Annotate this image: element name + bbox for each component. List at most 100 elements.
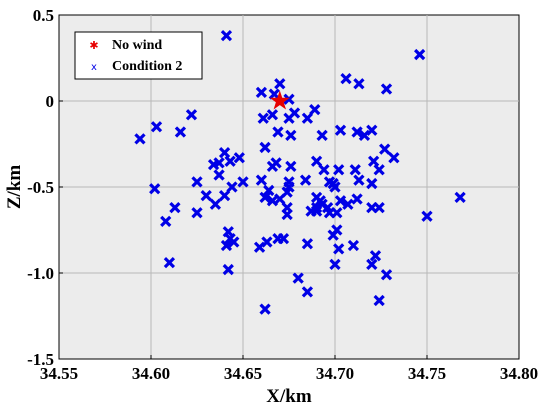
data-point-condition-2 xyxy=(340,73,352,85)
data-marks xyxy=(134,30,466,315)
data-point-condition-2 xyxy=(150,121,163,133)
data-point-condition-2 xyxy=(185,109,198,121)
x-tick-label: 34.65 xyxy=(224,364,262,383)
data-point-condition-2 xyxy=(209,198,222,210)
data-point-condition-2 xyxy=(380,83,393,95)
data-point-condition-2 xyxy=(163,257,176,269)
data-point-condition-2 xyxy=(224,155,236,167)
data-point-condition-2 xyxy=(160,215,172,228)
data-point-condition-2 xyxy=(309,103,321,116)
y-tick-label: -1.0 xyxy=(27,264,54,283)
data-point-condition-2 xyxy=(331,207,343,219)
data-point-condition-2 xyxy=(169,202,181,214)
data-point-condition-2 xyxy=(266,109,279,121)
data-point-condition-2 xyxy=(368,155,380,167)
data-point-condition-2 xyxy=(270,157,282,169)
data-point-condition-2 xyxy=(218,189,231,202)
data-point-condition-2 xyxy=(259,191,271,203)
y-tick-label: -0.5 xyxy=(27,178,54,197)
data-point-condition-2 xyxy=(257,112,269,124)
data-point-condition-2 xyxy=(255,174,268,186)
legend-label-condition-2: Condition 2 xyxy=(112,59,182,74)
legend-marker-condition-2: x xyxy=(91,62,97,73)
data-point-condition-2 xyxy=(261,236,273,248)
data-point-condition-2 xyxy=(342,198,354,210)
data-point-condition-2 xyxy=(373,164,385,176)
data-point-condition-2 xyxy=(272,126,284,138)
data-point-condition-2 xyxy=(351,126,363,138)
legend-label-no-wind: No wind xyxy=(112,38,162,53)
data-point-condition-2 xyxy=(191,207,203,219)
data-point-condition-2 xyxy=(281,208,293,221)
legend-box xyxy=(74,31,203,80)
data-point-condition-2 xyxy=(226,181,238,193)
data-point-condition-2 xyxy=(347,239,360,252)
data-point-condition-2 xyxy=(134,133,146,145)
data-point-condition-2 xyxy=(349,164,361,176)
data-point-condition-2 xyxy=(353,174,365,186)
data-point-condition-2 xyxy=(259,303,271,315)
data-point-condition-2 xyxy=(274,193,286,205)
data-point-condition-2 xyxy=(268,88,280,100)
data-point-condition-2 xyxy=(220,239,233,252)
y-tick-label: 0.5 xyxy=(33,6,54,25)
y-axis-label: Z/km xyxy=(4,165,25,210)
data-point-condition-2 xyxy=(233,152,245,164)
data-point-condition-2 xyxy=(414,48,426,61)
data-point-condition-2 xyxy=(237,176,249,188)
y-tick-label: 0 xyxy=(46,92,55,111)
data-point-condition-2 xyxy=(366,177,378,190)
data-point-condition-2 xyxy=(310,155,323,167)
x-tick-label: 34.75 xyxy=(408,364,446,383)
y-tick-label: -1.5 xyxy=(27,350,54,369)
data-point-condition-2 xyxy=(207,159,220,171)
data-point-condition-2 xyxy=(329,258,341,271)
data-point-condition-2 xyxy=(285,160,297,172)
data-point-condition-2 xyxy=(200,189,212,202)
data-point-condition-2 xyxy=(316,129,328,142)
data-point-condition-2 xyxy=(373,294,385,307)
data-point-condition-2 xyxy=(333,243,345,255)
data-point-condition-2 xyxy=(213,169,225,181)
data-point-condition-2 xyxy=(174,126,187,138)
data-point-condition-2 xyxy=(191,176,203,188)
data-point-condition-2 xyxy=(228,236,240,248)
data-point-condition-2 xyxy=(310,205,323,217)
data-point-condition-2 xyxy=(366,258,378,271)
data-point-condition-2 xyxy=(285,129,297,142)
x-axis-label: X/km xyxy=(266,386,312,407)
data-point-condition-2 xyxy=(369,250,382,262)
ticks: 34.55 34.60 34.65 34.70 34.75 34.80 0.5 0 -0.5 -1… xyxy=(27,6,538,383)
data-point-condition-2 xyxy=(334,124,347,136)
data-point-condition-2 xyxy=(373,202,385,214)
data-point-condition-2 xyxy=(327,177,339,190)
data-point-condition-2 xyxy=(301,286,314,298)
data-point-condition-2 xyxy=(222,263,234,276)
x-tick-label: 34.70 xyxy=(316,364,354,383)
data-point-condition-2 xyxy=(218,146,231,159)
x-tick-label: 34.60 xyxy=(132,364,170,383)
data-point-condition-2 xyxy=(333,164,345,176)
data-point-condition-2 xyxy=(149,183,161,195)
data-point-condition-2 xyxy=(283,93,295,105)
data-point-condition-2 xyxy=(301,238,314,250)
data-point-condition-2 xyxy=(263,184,275,197)
data-point-condition-2 xyxy=(292,272,304,284)
data-point-condition-2 xyxy=(277,232,290,245)
legend: ✱ No wind x Condition 2 xyxy=(74,31,203,80)
data-point-condition-2 xyxy=(454,191,466,203)
data-point-condition-2 xyxy=(380,269,393,281)
data-point-condition-2 xyxy=(379,143,391,155)
data-point-condition-2 xyxy=(299,174,312,186)
data-point-condition-2 xyxy=(366,124,378,136)
data-point-condition-2 xyxy=(283,112,295,124)
data-point-condition-2 xyxy=(351,193,363,205)
data-point-condition-2 xyxy=(274,78,286,90)
data-point-condition-2 xyxy=(220,30,233,42)
data-point-condition-2 xyxy=(334,195,347,207)
data-point-condition-2 xyxy=(353,78,365,90)
data-point-condition-2 xyxy=(301,112,314,124)
data-point-condition-2 xyxy=(421,210,433,222)
data-point-no-wind xyxy=(269,90,290,110)
